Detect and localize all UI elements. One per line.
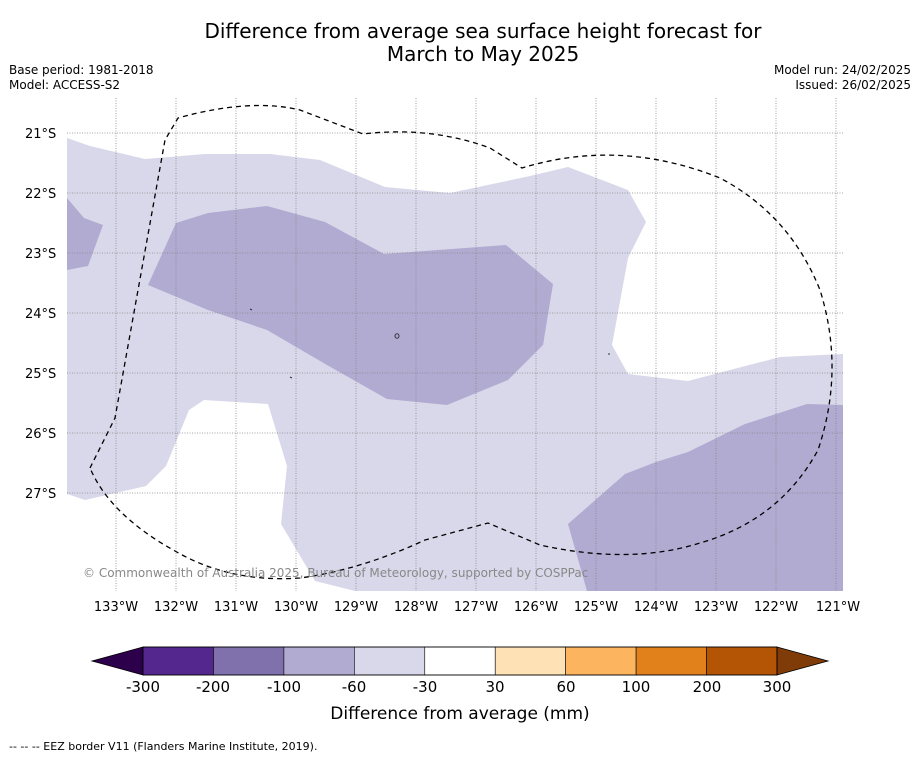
colorbar-tick-label: -60 — [342, 678, 367, 696]
lat-label: 23°S — [25, 247, 56, 262]
colorbar-cell — [213, 646, 285, 676]
colorbar-cell — [635, 646, 707, 676]
lat-label: 24°S — [25, 307, 56, 322]
colorbar-tick-label: 200 — [693, 678, 722, 696]
colorbar-ticks: -300 -200 -100 -60 -30 30 60 100 200 300 — [126, 678, 791, 696]
lat-label: 22°S — [25, 187, 56, 202]
anomaly-region-medium-central — [148, 206, 553, 405]
lon-label: 131°W — [214, 600, 258, 615]
colorbar-cell — [354, 646, 426, 676]
map-title: Difference from average sea surface heig… — [0, 20, 919, 66]
lat-label: 25°S — [25, 367, 56, 382]
map-gridlines — [67, 98, 843, 591]
colorbar-cell — [494, 646, 566, 676]
colorbar: -300 -200 -100 -60 -30 30 60 100 200 300… — [90, 646, 830, 724]
lon-label: 132°W — [154, 600, 198, 615]
colorbar-cell — [424, 646, 496, 676]
lon-label: 125°W — [574, 600, 618, 615]
colorbar-tick-label: 100 — [622, 678, 651, 696]
anomaly-region-medium-west — [67, 198, 103, 270]
colorbar-tick-label: -30 — [413, 678, 438, 696]
colorbar-frame — [142, 646, 778, 676]
latitude-labels: 21°S 22°S 23°S 24°S 25°S 26°S 27°S — [25, 127, 56, 502]
colorbar-tick-label: 60 — [556, 678, 575, 696]
colorbar-tick-label: 300 — [763, 678, 792, 696]
colorbar-tick-label: 30 — [485, 678, 504, 696]
colorbar-cells — [142, 646, 778, 676]
colorbar-cell — [283, 646, 355, 676]
model-run: Model run: 24/02/2025 — [773, 63, 911, 77]
lon-label: 121°W — [816, 600, 860, 615]
lat-label: 27°S — [25, 487, 56, 502]
meta-left: Base period: 1981-2018 Model: ACCESS-S2 — [9, 63, 154, 93]
colorbar-extend-high — [776, 646, 830, 676]
issued-date: Issued: 26/02/2025 — [795, 78, 911, 92]
lon-label: 130°W — [274, 600, 318, 615]
colorbar-tick-label: -100 — [267, 678, 301, 696]
colorbar-tick-label: -300 — [126, 678, 160, 696]
lat-label: 21°S — [25, 127, 56, 142]
longitude-labels: 133°W 132°W 131°W 130°W 129°W 128°W 127°… — [94, 600, 860, 615]
colorbar-cell — [142, 646, 214, 676]
lat-label: 26°S — [25, 427, 56, 442]
lon-label: 122°W — [754, 600, 798, 615]
colorbar-cell — [565, 646, 637, 676]
colorbar-extend-low — [90, 646, 144, 676]
title-line-2: March to May 2025 — [386, 42, 580, 66]
copyright-text: © Commonwealth of Australia 2025, Bureau… — [83, 566, 588, 580]
title-line-1: Difference from average sea surface heig… — [204, 19, 762, 43]
lon-label: 128°W — [394, 600, 438, 615]
lon-label: 123°W — [694, 600, 738, 615]
map-field — [67, 138, 843, 591]
lon-label: 127°W — [454, 600, 498, 615]
lon-label: 129°W — [334, 600, 378, 615]
lon-label: 133°W — [94, 600, 138, 615]
islands — [249, 308, 610, 379]
colorbar-label: Difference from average (mm) — [330, 704, 589, 724]
eez-footnote: -- -- -- EEZ border V11 (Flanders Marine… — [9, 740, 318, 753]
lon-label: 126°W — [514, 600, 558, 615]
base-period: Base period: 1981-2018 — [9, 63, 154, 77]
lon-label: 124°W — [634, 600, 678, 615]
anomaly-region-medium-southeast — [568, 404, 843, 591]
meta-right: Model run: 24/02/2025 Issued: 26/02/2025 — [774, 63, 911, 93]
model-name: Model: ACCESS-S2 — [9, 78, 121, 92]
colorbar-tick-label: -200 — [196, 678, 230, 696]
colorbar-cell — [706, 646, 778, 676]
